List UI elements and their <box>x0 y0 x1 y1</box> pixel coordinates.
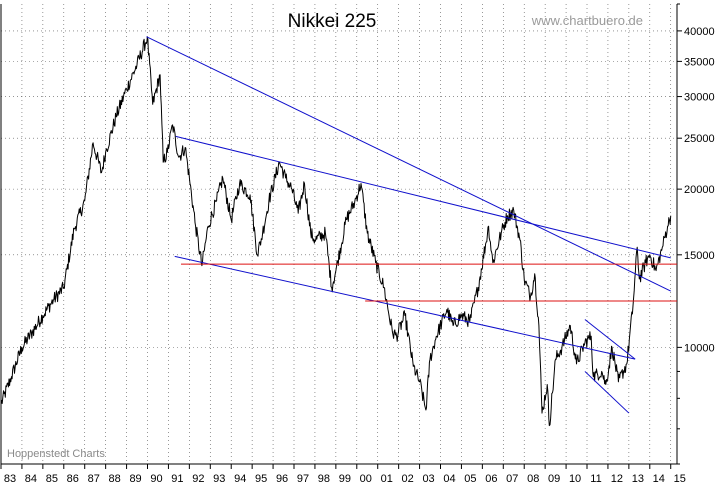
x-tick-label: 83 <box>4 473 16 485</box>
trendline <box>175 135 671 259</box>
x-tick-label: 86 <box>67 473 79 485</box>
x-tick-label: 08 <box>527 473 539 485</box>
x-tick-label: 07 <box>506 473 518 485</box>
x-tick-label: 14 <box>653 473 665 485</box>
y-tick-label: 20000 <box>684 184 715 196</box>
x-tick-label: 12 <box>611 473 623 485</box>
x-tick-label: 89 <box>129 473 141 485</box>
trendline-layer <box>146 36 677 414</box>
x-tick-label: 85 <box>46 473 58 485</box>
x-tick-label: 06 <box>485 473 497 485</box>
x-tick-label: 15 <box>674 473 686 485</box>
x-tick-label: 13 <box>632 473 644 485</box>
trendline <box>146 36 671 292</box>
x-tick-label: 96 <box>276 473 288 485</box>
x-tick-label: 88 <box>109 473 121 485</box>
y-tick-label: 25000 <box>684 133 715 145</box>
trendline <box>584 319 636 360</box>
x-tick-label: 92 <box>192 473 204 485</box>
x-tick-label: 91 <box>171 473 183 485</box>
x-tick-label: 10 <box>569 473 581 485</box>
x-tick-label: 04 <box>443 473 455 485</box>
x-tick-label: 09 <box>548 473 560 485</box>
x-tick-label: 03 <box>422 473 434 485</box>
x-tick-label: 11 <box>590 473 601 485</box>
source-url: www.chartbuero.de <box>531 13 643 28</box>
chart-footer: Hoppenstedt Charts <box>7 448 105 460</box>
trendline <box>174 255 636 360</box>
y-axis-ticks: 10000 15000 20000 25000 30000 35000 40000 <box>677 3 715 465</box>
x-tick-label: 05 <box>464 473 476 485</box>
y-tick-label: 40000 <box>684 26 715 38</box>
x-tick-label: 93 <box>213 473 225 485</box>
x-tick-label: 84 <box>25 473 37 485</box>
y-tick-label: 30000 <box>684 92 715 104</box>
x-tick-label: 90 <box>150 473 162 485</box>
x-tick-label: 97 <box>297 473 309 485</box>
x-tick-label: 00 <box>360 473 372 485</box>
x-tick-label: 02 <box>402 473 414 485</box>
x-tick-label: 94 <box>234 473 246 485</box>
price-line <box>0 36 672 427</box>
x-tick-label: 87 <box>88 473 100 485</box>
gridlines <box>1 4 677 464</box>
x-tick-label: 95 <box>255 473 267 485</box>
y-tick-label: 15000 <box>684 250 715 262</box>
y-tick-label: 35000 <box>684 56 715 68</box>
x-tick-label: 98 <box>318 473 330 485</box>
price-series-layer <box>0 36 672 427</box>
x-tick-label: 99 <box>339 473 351 485</box>
chart-title: Nikkei 225 <box>288 11 377 32</box>
x-tick-label: 01 <box>381 473 393 485</box>
y-tick-label: 10000 <box>684 342 715 354</box>
x-axis-ticks: 83 84 85 86 87 88 89 90 91 92 93 94 95 96 97 98 99 00 01 02… <box>0 464 686 485</box>
trendline <box>584 371 630 414</box>
